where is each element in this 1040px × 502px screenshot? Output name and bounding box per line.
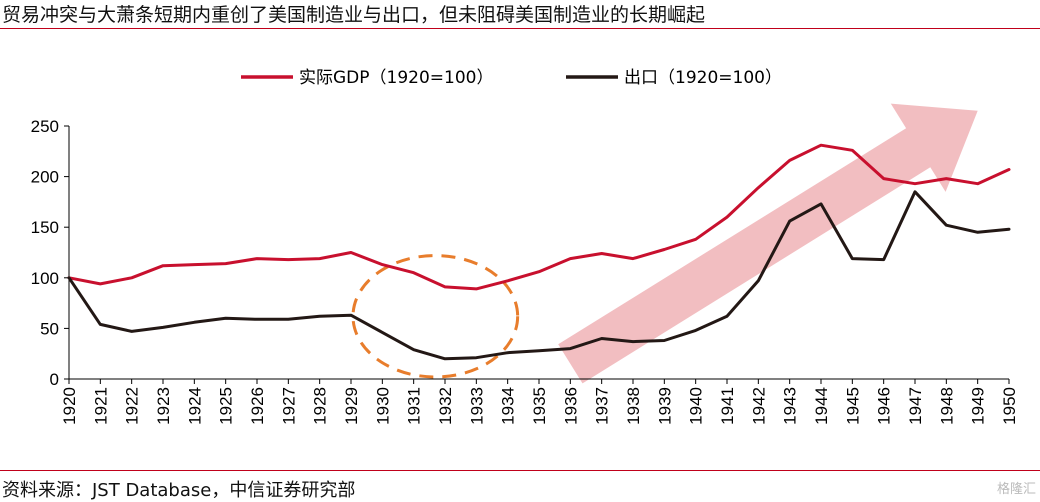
x-tick-label: 1941 (718, 387, 737, 425)
y-tick-label: 50 (40, 319, 59, 338)
x-tick-label: 1927 (279, 387, 298, 425)
x-tick-label: 1920 (60, 387, 79, 425)
x-tick-label: 1932 (436, 387, 455, 425)
watermark: 格隆汇 (996, 482, 1036, 497)
x-tick-label: 1942 (749, 387, 768, 425)
x-tick-label: 1947 (906, 387, 925, 425)
x-tick-label: 1943 (781, 387, 800, 425)
x-tick-label: 1948 (937, 387, 956, 425)
x-tick-label: 1934 (499, 387, 518, 425)
x-tick-label: 1946 (875, 387, 894, 425)
y-tick-label: 150 (31, 218, 59, 237)
y-tick-label: 0 (50, 370, 59, 389)
x-tick-label: 1925 (217, 387, 236, 425)
y-tick-label: 250 (31, 117, 59, 136)
x-tick-label: 1940 (687, 387, 706, 425)
x-tick-label: 1945 (843, 387, 862, 425)
x-tick-label: 1931 (405, 387, 424, 425)
top-divider (0, 28, 1040, 29)
x-tick-label: 1933 (467, 387, 486, 425)
x-tick-label: 1922 (123, 387, 142, 425)
x-tick-label: 1926 (248, 387, 267, 425)
x-tick-label: 1938 (624, 387, 643, 425)
x-tick-label: 1924 (185, 387, 204, 425)
legend-label-export: 出口（1920=100） (624, 68, 782, 88)
x-tick-label: 1923 (154, 387, 173, 425)
gdp-series-line (67, 143, 1011, 291)
y-tick-label: 200 (31, 168, 59, 187)
trend-arrow (558, 103, 978, 384)
series-layer (67, 143, 1011, 361)
x-tick-label: 1949 (969, 387, 988, 425)
x-tick-label: 1928 (311, 387, 330, 425)
x-tick-label: 1929 (342, 387, 361, 425)
x-tick-label: 1944 (812, 387, 831, 425)
annotation-layer (351, 103, 978, 384)
x-tick-label: 1936 (561, 387, 580, 425)
axis-layer: 0 50 100 150 200 250 1920 1921 1922 1923 1924 1925 1… (31, 117, 1019, 425)
legend-label-gdp: 实际GDP（1920=100） (299, 68, 493, 88)
x-tick-label: 1935 (530, 387, 549, 425)
x-tick-label: 1950 (1000, 387, 1019, 425)
source-note: 资料来源：JST Database，中信证券研究部 (2, 480, 356, 501)
legend: 实际GDP（1920=100） 出口（1920=100） (241, 68, 782, 88)
x-tick-label: 1939 (655, 387, 674, 425)
export-series-line (67, 190, 1011, 361)
bottom-divider (0, 470, 1040, 471)
trough-highlight-ellipse (351, 254, 520, 379)
x-tick-label: 1921 (91, 387, 110, 425)
chart-title: 贸易冲突与大萧条短期内重创了美国制造业与出口，但未阻碍美国制造业的长期崛起 (2, 4, 706, 26)
x-tick-label: 1930 (373, 387, 392, 425)
y-tick-label: 100 (31, 269, 59, 288)
line-chart: 0 50 100 150 200 250 1920 1921 1922 1923 1924 1925 1… (31, 68, 1019, 425)
x-tick-label: 1937 (593, 387, 612, 425)
